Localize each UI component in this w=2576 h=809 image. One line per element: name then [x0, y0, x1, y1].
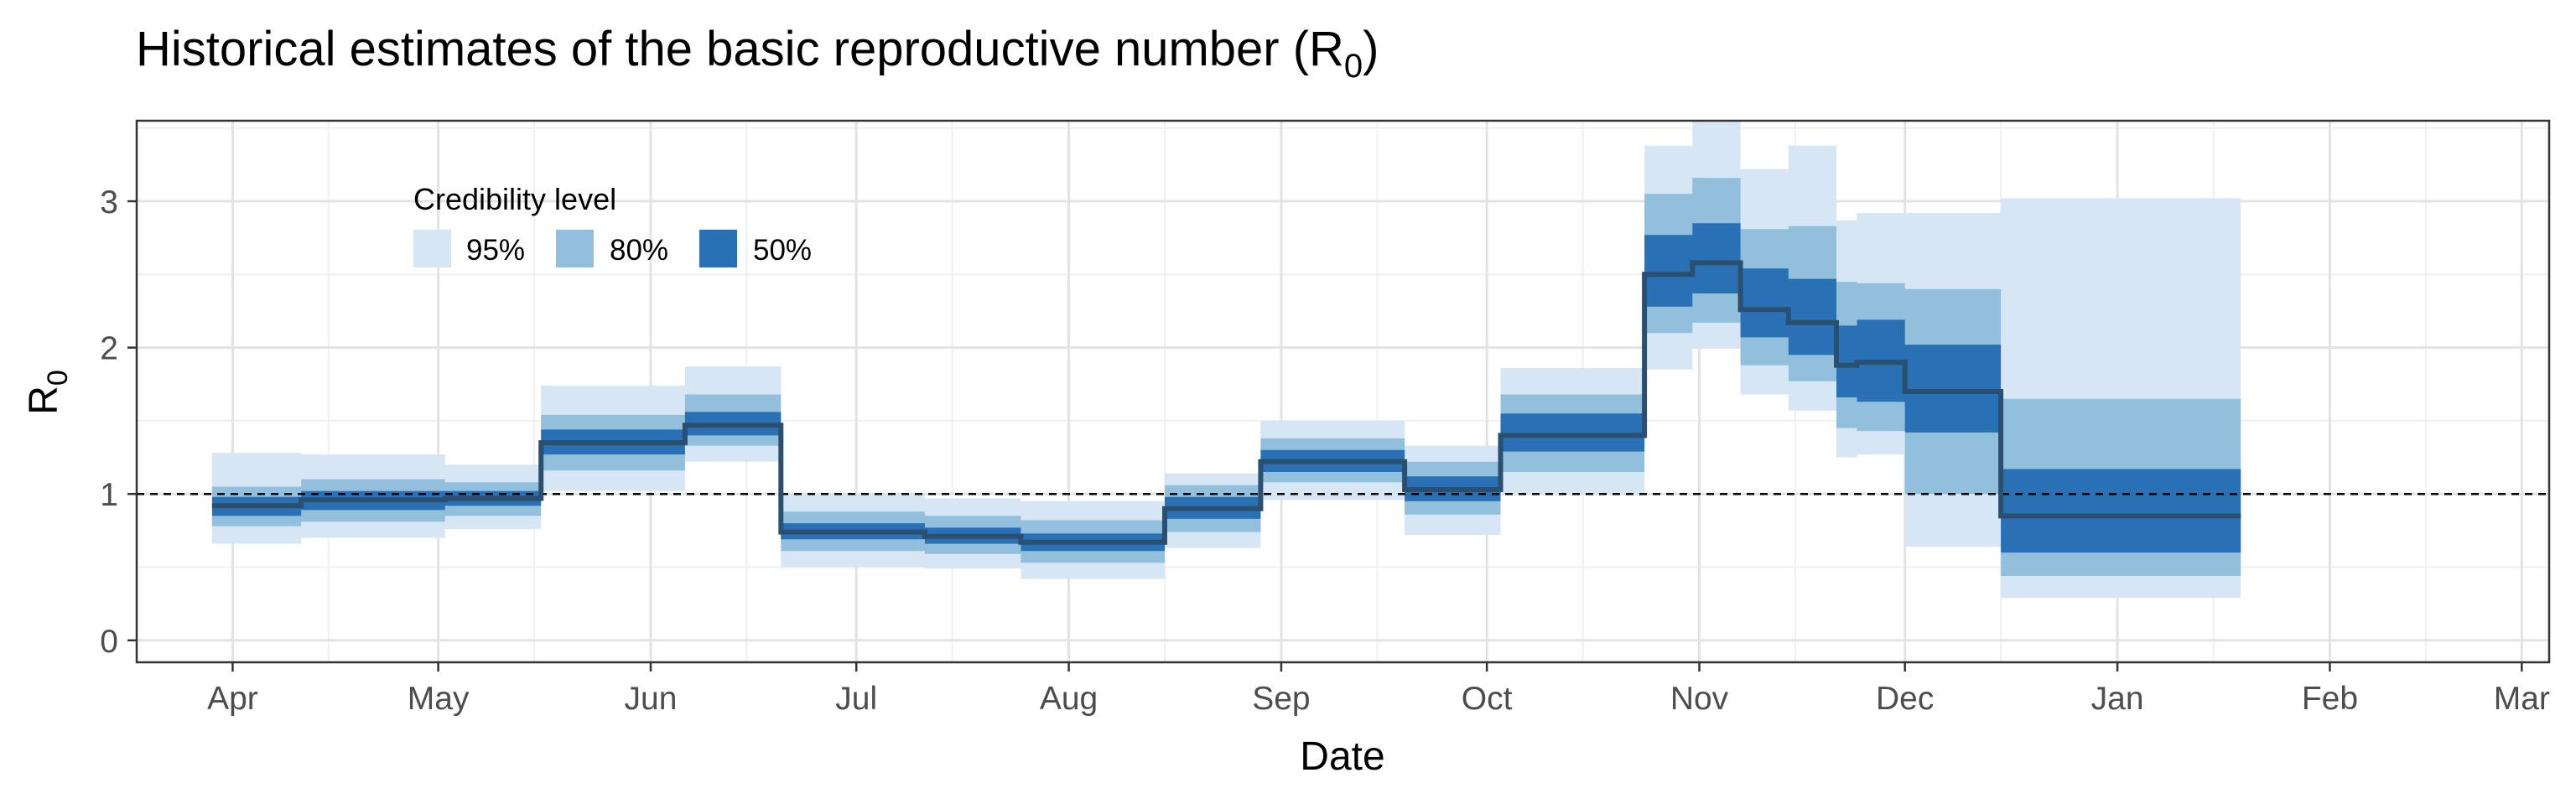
median-line — [211, 260, 2241, 545]
plot-border — [135, 119, 2551, 664]
x-tick-label: May — [408, 681, 470, 717]
x-tick-label: Dec — [1876, 681, 1934, 717]
y-tick-label: 2 — [100, 331, 118, 367]
legend-swatch-95 — [413, 230, 451, 267]
y-tick-label: 0 — [100, 624, 118, 660]
chart-title-subscript: 0 — [1344, 48, 1363, 85]
legend-label-50: 50% — [753, 234, 812, 267]
chart-title-suffix: ) — [1363, 22, 1379, 76]
band-50 — [211, 223, 2241, 553]
chart-title-main: Historical estimates of the basic reprod… — [136, 22, 1344, 76]
x-tick-label: Sep — [1252, 681, 1310, 717]
x-tick-label: Apr — [207, 681, 258, 717]
x-tick-label: Jul — [835, 681, 877, 717]
y-axis-title-subscript: 0 — [42, 370, 74, 386]
x-tick-label: Jun — [625, 681, 678, 717]
legend-swatch-50 — [699, 230, 737, 267]
x-tick-label: Feb — [2302, 681, 2358, 717]
legend: Credibility level 95% 80% 50% — [413, 182, 812, 267]
x-axis-title: Date — [1300, 734, 1384, 779]
x-tick-label: Mar — [2494, 681, 2550, 717]
y-tick-label: 1 — [100, 477, 118, 513]
legend-title: Credibility level — [413, 182, 616, 216]
legend-swatch-80 — [556, 230, 594, 267]
y-tick-label: 3 — [100, 184, 118, 220]
legend-label-95: 95% — [466, 234, 525, 267]
y-axis-title: R0 — [22, 370, 74, 415]
legend-label-80: 80% — [610, 234, 668, 267]
median-line-group — [211, 260, 2241, 545]
credibility-bands — [211, 121, 2241, 599]
x-tick-label: Nov — [1670, 681, 1729, 717]
x-tick-label: Oct — [1462, 681, 1513, 717]
y-axis-title-main: R — [22, 386, 66, 415]
x-tick-label: Jan — [2091, 681, 2144, 717]
chart-title: Historical estimates of the basic reprod… — [136, 22, 1379, 85]
axes: 0 1 2 3 Apr May Jun Jul Aug Sep Oct Nov Dec Jan Feb Mar — [100, 184, 2550, 717]
x-tick-label: Aug — [1040, 681, 1098, 717]
